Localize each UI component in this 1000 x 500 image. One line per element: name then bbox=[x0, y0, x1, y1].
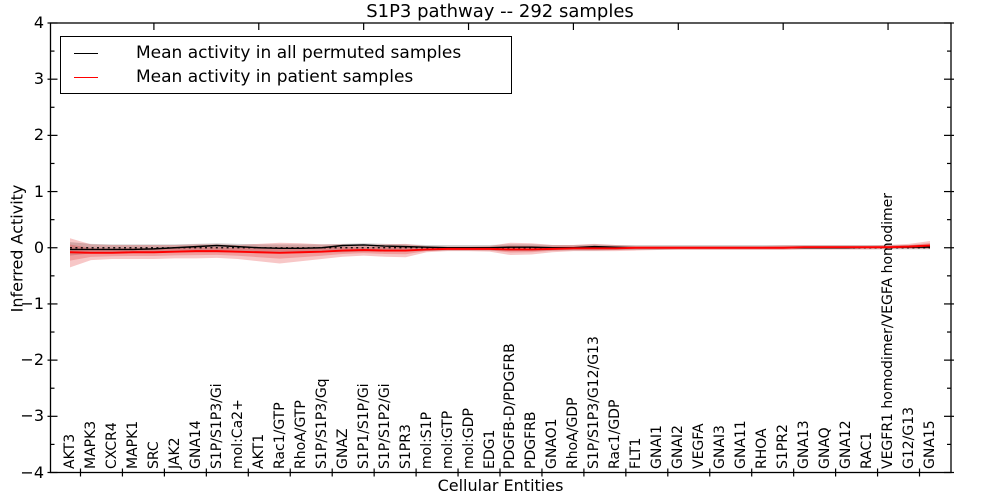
patient-mean-line bbox=[69, 244, 931, 254]
legend-item-permuted: Mean activity in all permuted samples bbox=[61, 43, 511, 63]
legend-label-patient: Mean activity in patient samples bbox=[136, 67, 414, 87]
legend-item-patient: Mean activity in patient samples bbox=[61, 67, 511, 87]
legend: Mean activity in all permuted samples Me… bbox=[60, 36, 512, 94]
y-axis-label: Inferred Activity bbox=[7, 184, 27, 312]
legend-line-permuted-icon bbox=[74, 52, 98, 54]
patient-std-band bbox=[70, 238, 930, 268]
legend-line-patient-icon bbox=[74, 76, 98, 78]
legend-label-permuted: Mean activity in all permuted samples bbox=[136, 43, 462, 63]
chart-title: S1P3 pathway -- 292 samples bbox=[366, 1, 634, 22]
x-axis-label: Cellular Entities bbox=[437, 476, 564, 495]
